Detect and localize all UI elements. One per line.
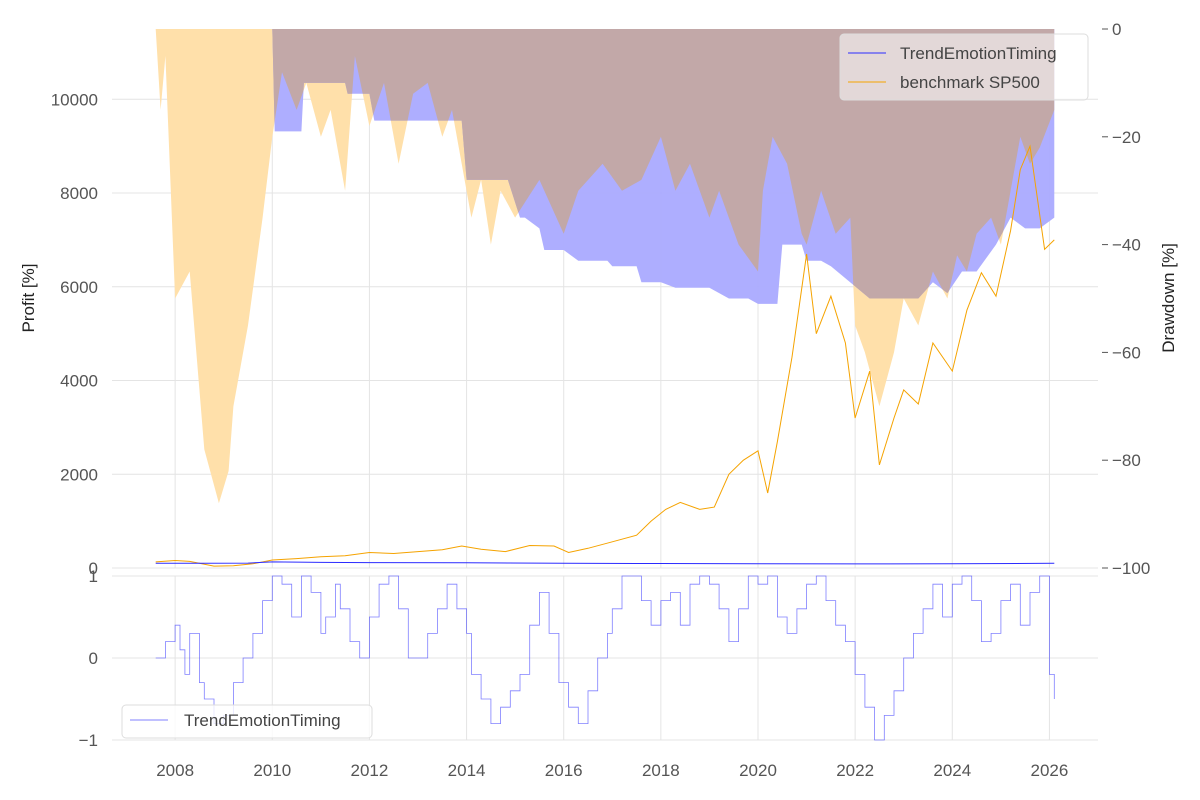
profit-tick-label: 8000 — [60, 184, 98, 203]
signal-line — [155, 575, 1055, 741]
profit-tick-label: 6000 — [60, 278, 98, 297]
x-tick-label: 2024 — [933, 761, 971, 780]
profit-y-ticks: 0 2000 4000 6000 8000 10000 — [51, 90, 98, 578]
strategy-drawdown-area — [155, 29, 1055, 304]
drawdown-tick-label: −60 — [1112, 343, 1141, 362]
profit-panel: 0 2000 4000 6000 8000 10000 −100 −80 −60 −40 −20 0 — [51, 20, 1151, 578]
legend-strategy-label: TrendEmotionTiming — [900, 44, 1057, 63]
x-tick-label: 2020 — [739, 761, 777, 780]
profit-tick-label: 4000 — [60, 372, 98, 391]
profit-tick-label: 2000 — [60, 465, 98, 484]
x-tick-label: 2014 — [448, 761, 486, 780]
drawdown-tick-label: −100 — [1112, 559, 1150, 578]
signal-tick-label: −1 — [79, 731, 98, 750]
x-tick-label: 2010 — [253, 761, 291, 780]
x-tick-label: 2026 — [1031, 761, 1069, 780]
x-tick-label: 2012 — [351, 761, 389, 780]
x-tick-label: 2022 — [836, 761, 874, 780]
signal-lines — [155, 575, 1055, 741]
drawdown-axis-label: Drawdown [%] — [1159, 243, 1178, 353]
profit-tick-label: 10000 — [51, 90, 98, 109]
signal-legend: TrendEmotionTiming — [121, 704, 373, 739]
signal-tick-label: 1 — [89, 567, 98, 586]
legend-signal-label: TrendEmotionTiming — [184, 711, 341, 730]
profit-tick-label: 0 — [89, 559, 98, 578]
x-tick-label: 2016 — [545, 761, 583, 780]
profit-axis-label: Profit [%] — [19, 264, 38, 333]
x-axis-ticks: 2008 2010 2012 2014 2016 2018 2020 2022 2024 2026 — [156, 761, 1068, 780]
drawdown-tick-label: −20 — [1112, 128, 1141, 147]
strategy-profit-line — [155, 561, 1055, 565]
benchmark-profit-line — [155, 144, 1055, 567]
signal-panel: −1 0 1 2008 2010 2012 2014 2016 2018 2020 2022 202… — [79, 567, 1098, 780]
signal-legend-box — [121, 704, 373, 739]
drawdown-y-ticks: −100 −80 −60 −40 −20 0 — [1102, 20, 1150, 578]
drawdown-tick-label: −80 — [1112, 451, 1141, 470]
drawdown-tick-label: −40 — [1112, 236, 1141, 255]
x-tick-label: 2018 — [642, 761, 680, 780]
profit-legend-box — [839, 33, 1089, 101]
x-tick-label: 2008 — [156, 761, 194, 780]
legend-benchmark-label: benchmark SP500 — [900, 73, 1040, 92]
profit-legend: TrendEmotionTiming benchmark SP500 — [839, 33, 1089, 101]
profit-lines — [155, 144, 1055, 567]
signal-tick-label: 0 — [89, 649, 98, 668]
drawdown-tick-label: 0 — [1112, 20, 1121, 39]
signal-y-ticks: −1 0 1 — [79, 567, 98, 750]
